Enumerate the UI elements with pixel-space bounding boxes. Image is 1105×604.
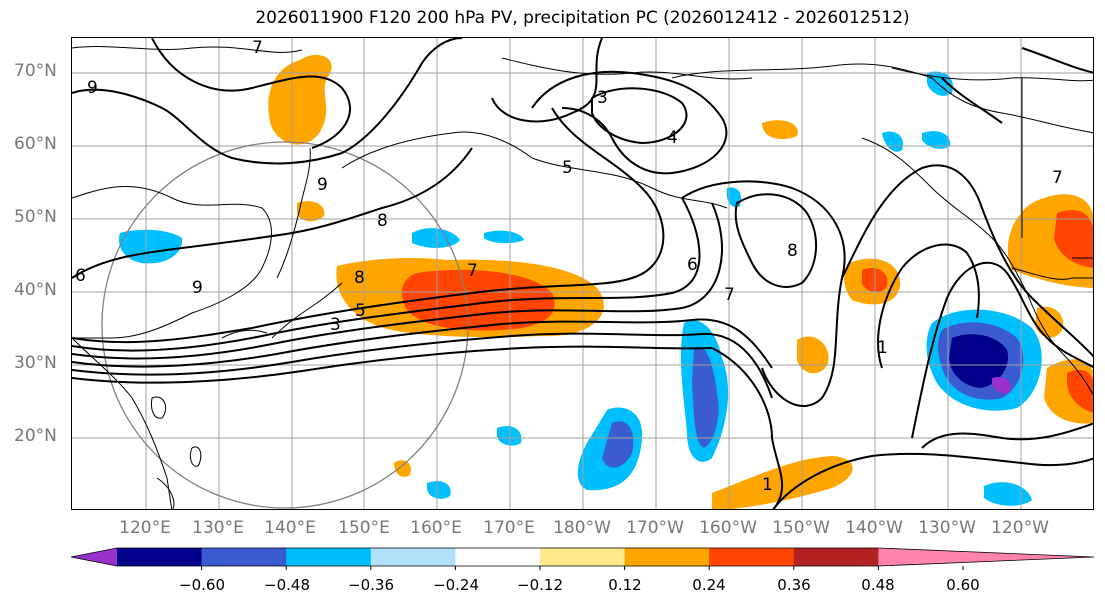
contour-label: 3 <box>330 315 341 335</box>
colorbar-segment <box>117 548 203 566</box>
lon-label-150w: 150°W <box>772 518 830 538</box>
contour-labels: 9 7 3 4 5 9 8 8 7 5 6 7 8 1 1 7 3 9 6 <box>75 38 1063 495</box>
colorbar-tick-label: 0.24 <box>692 576 726 594</box>
precip-positive-area <box>1035 306 1063 338</box>
contour-label: 8 <box>354 268 365 288</box>
contour-label: 7 <box>1052 168 1063 188</box>
lon-label-180w: 180°W <box>553 518 611 538</box>
map-panel: 9 7 3 4 5 9 8 8 7 5 6 7 8 1 1 7 3 9 6 <box>71 37 1094 510</box>
precip-positive-area <box>762 120 798 140</box>
colorbar-tick-label: −0.24 <box>433 576 479 594</box>
colorbar-segment <box>71 548 117 566</box>
precip-negative-area <box>497 425 522 446</box>
precip-negative-area <box>484 230 524 244</box>
precip-negative-area <box>992 376 1011 394</box>
precip-negative-area <box>692 346 719 448</box>
lon-label-160e: 160°E <box>410 518 462 538</box>
colorbar-segment <box>878 548 1094 566</box>
colorbar-segment <box>370 548 456 566</box>
lon-label-170w: 170°W <box>626 518 684 538</box>
contour-label: 5 <box>562 158 573 178</box>
contour-label: 4 <box>667 128 678 148</box>
lon-label-140w: 140°W <box>845 518 903 538</box>
colorbar-tick-label: −0.48 <box>264 576 310 594</box>
lon-label-160w: 160°W <box>699 518 757 538</box>
precip-positive-area <box>394 460 411 477</box>
region-circle <box>101 141 469 509</box>
lon-label-120w: 120°W <box>991 518 1049 538</box>
precip-fields <box>118 54 1093 509</box>
precip-positive-area <box>1054 210 1093 268</box>
colorbar-tick-label: 0.36 <box>777 576 811 594</box>
colorbar-segment <box>540 548 626 566</box>
lat-label-60n: 60°N <box>14 134 57 154</box>
precip-negative-area <box>602 421 634 468</box>
contour-label: 7 <box>467 261 478 281</box>
precip-negative-area <box>882 131 904 152</box>
lat-label-50n: 50°N <box>14 207 57 227</box>
colorbar-tick-label: −0.36 <box>348 576 394 594</box>
lat-label-40n: 40°N <box>14 280 57 300</box>
colorbar-tick-label: 0.48 <box>861 576 895 594</box>
contour-label: 9 <box>87 78 98 98</box>
lon-label-130e: 130°E <box>192 518 244 538</box>
colorbar-tick-label: −0.12 <box>517 576 563 594</box>
contour-label: 1 <box>762 475 773 495</box>
lon-label-140e: 140°E <box>264 518 316 538</box>
precip-positive-area <box>797 336 829 374</box>
precip-negative-area <box>984 482 1032 506</box>
colorbar-outline <box>70 547 1095 567</box>
pv-contours <box>72 38 1093 509</box>
map-canvas: 9 7 3 4 5 9 8 8 7 5 6 7 8 1 1 7 3 9 6 <box>72 38 1093 509</box>
lon-label-120e: 120°E <box>119 518 171 538</box>
colorbar-tick-label: 0.60 <box>946 576 980 594</box>
contour-label: 8 <box>787 241 798 261</box>
contour-label: 9 <box>192 278 203 298</box>
colorbar-segment <box>624 548 710 566</box>
precip-positive-area <box>1067 369 1093 413</box>
precip-negative-area <box>427 481 451 499</box>
precip-positive-area <box>401 269 555 331</box>
contour-label: 7 <box>724 285 735 305</box>
contour-label: 8 <box>377 211 388 231</box>
lon-label-170e: 170°E <box>483 518 535 538</box>
colorbar-tick-label: 0.12 <box>608 576 642 594</box>
colorbar-segment <box>793 548 879 566</box>
colorbar-tick-label: −0.60 <box>179 576 225 594</box>
contour-label: 1 <box>877 338 888 358</box>
colorbar-segment <box>201 548 287 566</box>
colorbar-segment <box>709 548 795 566</box>
contour-label: 6 <box>75 266 86 286</box>
map-title: 2026011900 F120 200 hPa PV, precipitatio… <box>255 8 910 28</box>
precip-negative-area <box>922 131 951 149</box>
contour-label: 6 <box>687 255 698 275</box>
colorbar-segment <box>455 548 541 566</box>
contour-label: 9 <box>317 175 328 195</box>
precip-positive-area <box>297 201 325 222</box>
precip-negative-area <box>949 334 1008 388</box>
colorbar-segments <box>70 547 1095 567</box>
colorbar-ticks <box>201 566 964 570</box>
lat-label-20n: 20°N <box>14 426 57 446</box>
contour-label: 5 <box>355 301 366 321</box>
contour-label: 3 <box>597 88 608 108</box>
lat-label-70n: 70°N <box>14 61 57 81</box>
lon-label-130w: 130°W <box>918 518 976 538</box>
lon-label-150e: 150°E <box>338 518 390 538</box>
lat-label-30n: 30°N <box>14 353 57 373</box>
contour-label: 7 <box>252 38 263 58</box>
colorbar-segment <box>286 548 372 566</box>
